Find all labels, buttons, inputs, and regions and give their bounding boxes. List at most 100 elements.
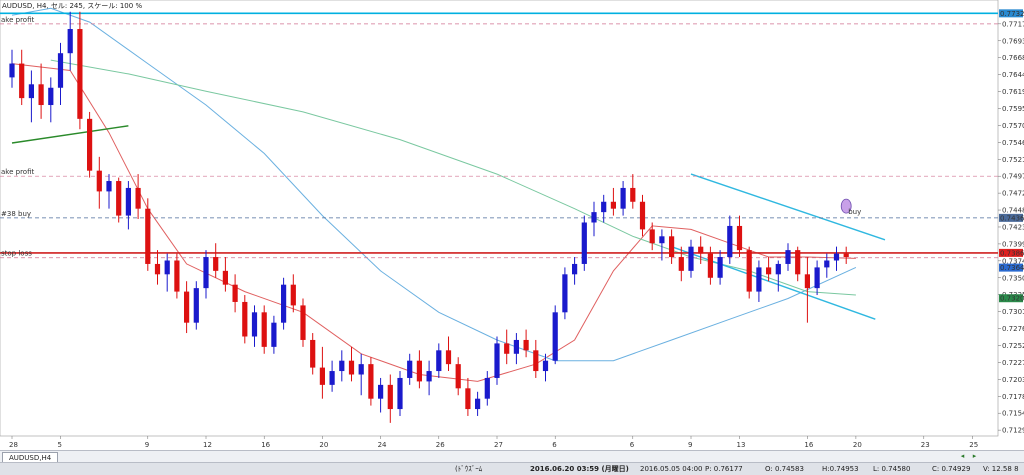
x-tick-label: 6: [630, 441, 635, 449]
candle-body: [96, 170, 102, 192]
chart-info-line: AUDUSD, H4, セル: 245, スケール: 100 %: [2, 2, 142, 10]
candle-body: [77, 29, 83, 119]
candle-body: [154, 263, 161, 275]
price-level-badge: [999, 263, 1023, 272]
candle-body: [746, 250, 752, 292]
chart-tab-audusd[interactable]: AUDUSD,H4: [2, 452, 59, 463]
y-tick-label: 0.73745: [1002, 257, 1024, 265]
x-tick-label: 20: [853, 441, 862, 449]
channel-upper-line: [690, 173, 886, 241]
y-tick-label: 0.77175: [1002, 20, 1024, 28]
y-tick-label: 0.74725: [1002, 190, 1024, 198]
candle-body: [67, 29, 73, 54]
candle-body: [261, 312, 267, 347]
candle-body: [348, 360, 355, 375]
level-text: ake profit: [1, 168, 34, 176]
candle-body: [222, 270, 228, 285]
scroll-right-icon[interactable]: ▸: [972, 452, 977, 460]
candle-body: [843, 253, 849, 258]
x-tick-label: 27: [494, 441, 503, 449]
status-datetime: 2016.06.20 03:59 (月曜日): [530, 465, 629, 473]
price-level-badge-label: 0.77327: [1000, 10, 1024, 18]
x-tick-label: 25: [969, 441, 978, 449]
candle-body: [368, 364, 374, 399]
candle-body: [106, 181, 112, 192]
ma-slow-line: [50, 59, 856, 296]
candle-body: [698, 246, 704, 254]
candle-body: [766, 267, 772, 275]
y-tick-label: 0.73500: [1002, 274, 1024, 282]
candle-body: [736, 225, 743, 251]
x-tick-label: 12: [203, 441, 212, 449]
candle-body: [242, 301, 248, 337]
candle-body: [9, 63, 15, 78]
x-tick-label: 9: [688, 441, 692, 449]
status-p: P: 0.76177: [705, 465, 743, 473]
x-tick-label: 23: [921, 441, 930, 449]
candle-body: [358, 364, 364, 375]
candle-body: [727, 225, 733, 258]
candle-body: [445, 350, 452, 365]
scroll-left-icon[interactable]: ◂: [960, 452, 965, 460]
price-chart[interactable]: AUDUSD, H4, セル: 245, スケール: 100 % 0.77175…: [0, 0, 1024, 450]
candle-body: [523, 339, 529, 351]
candle-body: [475, 398, 481, 410]
status-c: C: 0.74929: [932, 465, 971, 473]
candle-body: [601, 201, 607, 213]
candle-body: [319, 367, 325, 385]
trend-green-line: [11, 125, 129, 144]
candle-body: [290, 284, 296, 306]
candle-body: [552, 312, 558, 361]
candle-body: [581, 222, 587, 264]
y-tick-label: 0.74970: [1002, 173, 1024, 181]
candle-body: [116, 181, 122, 216]
candle-body: [455, 364, 461, 389]
y-tick-label: 0.71785: [1002, 393, 1024, 401]
candle-body: [281, 284, 287, 323]
candle-body: [251, 312, 258, 337]
price-level-badge: [999, 248, 1023, 257]
candle-body: [717, 257, 723, 278]
candle-body: [591, 212, 597, 223]
candle-body: [213, 257, 219, 271]
y-tick-label: 0.73010: [1002, 308, 1024, 316]
x-tick-label: 20: [319, 441, 328, 449]
candle-body: [19, 63, 25, 99]
candle-body: [125, 187, 131, 216]
candle-body: [397, 377, 403, 410]
y-tick-label: 0.71540: [1002, 410, 1024, 418]
candle-body: [542, 360, 549, 372]
level-text: stop loss: [1, 250, 32, 258]
y-tick-label: 0.75950: [1002, 105, 1024, 113]
candle-body: [416, 360, 422, 382]
candle-body: [378, 384, 384, 399]
status-v: V: 12.58 8: [983, 465, 1019, 473]
buy-marker: [840, 198, 852, 214]
y-tick-label: 0.75215: [1002, 156, 1024, 164]
y-tick-label: 0.76195: [1002, 88, 1024, 96]
ma-mid-line: [11, 7, 857, 362]
candle-body: [756, 267, 762, 292]
buy-marker-label: buy: [848, 208, 861, 216]
candle-body: [504, 343, 510, 354]
candle-body: [57, 53, 64, 88]
candle-body: [48, 87, 54, 106]
y-tick-label: 0.72275: [1002, 359, 1024, 367]
status-o: O: 0.74583: [765, 465, 804, 473]
candle-body: [145, 208, 151, 264]
chart-area[interactable]: AUDUSD, H4, セル: 245, スケール: 100 % 0.77175…: [0, 0, 1024, 449]
price-level-badge-label: 0.74367: [1000, 214, 1024, 222]
candle-body: [533, 350, 539, 372]
candle-body: [339, 360, 345, 372]
channel-lower-line: [671, 246, 876, 320]
status-zoom: (ﾄﾞｳｽﾞｰﾑ: [455, 465, 483, 473]
candle-body: [484, 377, 490, 399]
x-tick-label: 28: [9, 441, 18, 449]
candle-body: [28, 84, 34, 99]
candle-body: [688, 246, 694, 271]
x-tick-label: 6: [552, 441, 557, 449]
y-tick-label: 0.76685: [1002, 54, 1024, 62]
y-tick-label: 0.75705: [1002, 122, 1024, 130]
candle-body: [164, 260, 170, 275]
